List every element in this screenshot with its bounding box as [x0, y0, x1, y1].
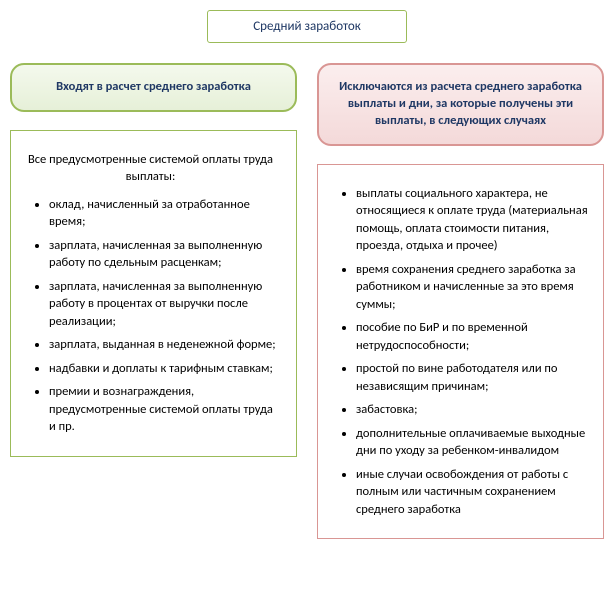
- right-column: Исключаются из расчета среднего заработк…: [317, 63, 604, 539]
- list-item: зарплата, выданная в неденежной форме;: [49, 336, 282, 354]
- list-item: простой по вине работодателя или по неза…: [356, 360, 589, 395]
- list-item: оклад, начисленный за отработанное время…: [49, 196, 282, 231]
- list-item: зарплата, начисленная за выполненную раб…: [49, 278, 282, 331]
- title-box: Средний заработок: [207, 10, 407, 43]
- list-item: забастовка;: [356, 401, 589, 419]
- columns-container: Входят в расчет среднего заработка Все п…: [10, 63, 604, 539]
- list-item: дополнительные оплачиваемые выходные дни…: [356, 425, 589, 460]
- list-item: иные случаи освобождения от работы с пол…: [356, 466, 589, 519]
- list-item: премии и вознаграждения, предусмотренные…: [49, 383, 282, 436]
- list-item: зарплата, начисленная за выполненную раб…: [49, 237, 282, 272]
- left-header: Входят в расчет среднего заработка: [10, 63, 297, 112]
- list-item: пособие по БиР и по временной нетрудоспо…: [356, 319, 589, 354]
- list-item: надбавки и доплаты к тарифным ставкам;: [49, 360, 282, 378]
- right-content: выплаты социального характера, не относя…: [317, 164, 604, 540]
- left-content-intro: Все предусмотренные системой оплаты труд…: [19, 151, 282, 186]
- list-item: выплаты социального характера, не относя…: [356, 185, 589, 255]
- left-content: Все предусмотренные системой оплаты труд…: [10, 130, 297, 457]
- left-column: Входят в расчет среднего заработка Все п…: [10, 63, 297, 457]
- right-header: Исключаются из расчета среднего заработк…: [317, 63, 604, 146]
- list-item: время сохранения среднего заработка за р…: [356, 261, 589, 314]
- right-content-list: выплаты социального характера, не относя…: [326, 185, 589, 519]
- left-content-list: оклад, начисленный за отработанное время…: [19, 196, 282, 436]
